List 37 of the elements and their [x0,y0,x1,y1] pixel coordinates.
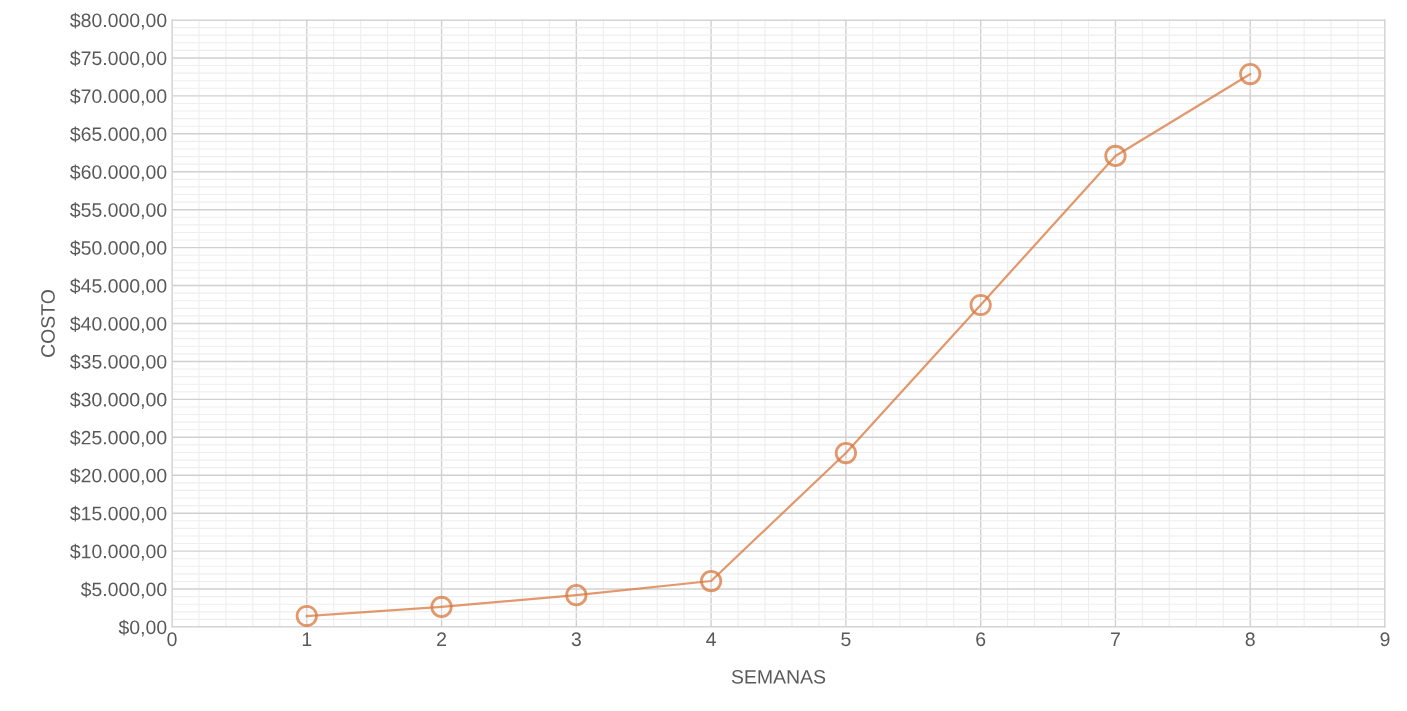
y-tick-label: $0,00 [118,619,167,637]
y-tick-label: $45.000,00 [70,278,167,296]
y-tick-label: $65.000,00 [70,126,167,144]
y-tick-label: $25.000,00 [70,429,167,447]
y-tick-label: $75.000,00 [70,50,167,68]
y-tick-label: $60.000,00 [70,164,167,182]
point [430,595,453,619]
point [565,584,588,607]
x-tick-label: 0 [167,632,177,647]
y-tick-label: $80.000,00 [70,12,167,30]
x-tick-label: 5 [841,632,851,647]
y-tick-label: $35.000,00 [70,354,167,371]
y-tick-label: $10.000,00 [70,543,167,561]
y-tick-label: $55.000,00 [70,202,167,220]
y-tick-label: $70.000,00 [70,88,167,106]
y-tick-label: $30.000,00 [70,392,167,409]
x-tick-label: 4 [706,632,716,646]
y-tick-label: $5.000,00 [80,581,167,599]
point [295,604,318,627]
y-tick-label: $40.000,00 [70,316,167,334]
x-tick-label: 6 [976,632,986,647]
y-tick-label: $20.000,00 [70,467,167,485]
point [834,441,857,465]
x-tick-label: 8 [1245,632,1255,647]
y-axis-title: COSTO [41,290,55,357]
point [1104,144,1127,168]
point [700,569,723,593]
x-tick-label: 7 [1111,632,1120,646]
x-tick-label: 3 [571,632,581,647]
x-tick-label: 2 [437,632,446,646]
x-tick-label: 9 [1380,632,1390,647]
x-tick-label: 1 [302,632,312,646]
y-tick-label: $15.000,00 [70,505,167,523]
y-tick-label: $50.000,00 [70,240,167,258]
point [969,293,992,317]
point [1239,62,1262,86]
x-axis-title: SEMANAS [731,669,826,684]
